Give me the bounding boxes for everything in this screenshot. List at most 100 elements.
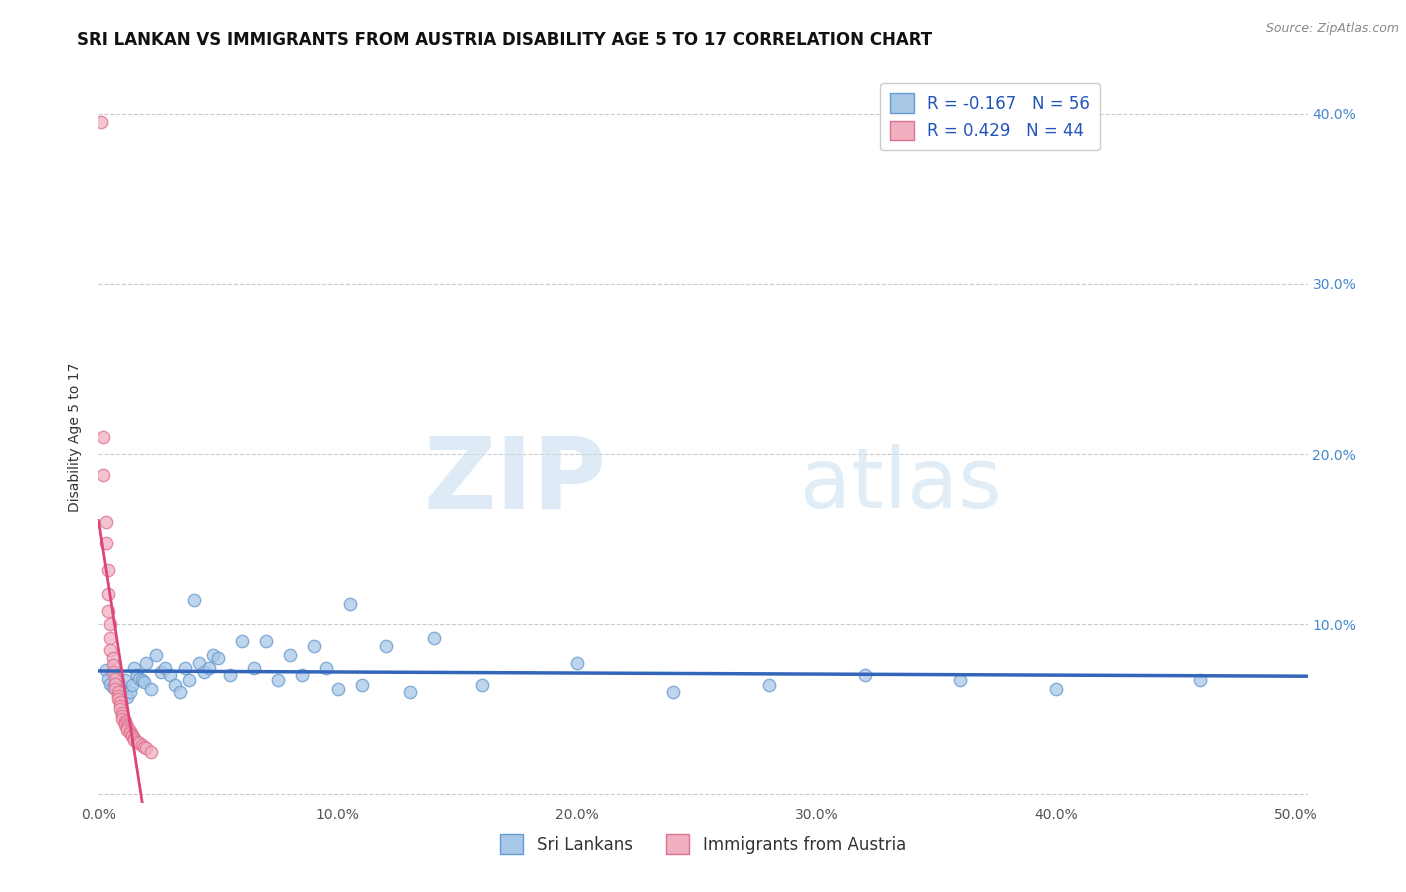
Point xyxy=(97,672,120,686)
Point xyxy=(202,648,225,662)
Point xyxy=(94,515,117,529)
Point xyxy=(183,593,205,607)
Point xyxy=(108,698,131,713)
Point xyxy=(118,685,141,699)
Point xyxy=(104,672,127,686)
Point xyxy=(101,651,124,665)
Point xyxy=(125,734,148,748)
Point xyxy=(104,668,127,682)
Point xyxy=(114,715,136,730)
Point xyxy=(91,467,114,482)
Point xyxy=(97,563,120,577)
Point xyxy=(108,695,131,709)
Point xyxy=(169,685,191,699)
Point xyxy=(124,732,146,747)
Point xyxy=(219,668,242,682)
Point xyxy=(115,723,138,737)
Point xyxy=(114,714,136,728)
Point xyxy=(179,673,201,688)
Point xyxy=(315,661,337,675)
Point xyxy=(108,702,131,716)
Point xyxy=(118,726,141,740)
Text: SRI LANKAN VS IMMIGRANTS FROM AUSTRIA DISABILITY AGE 5 TO 17 CORRELATION CHART: SRI LANKAN VS IMMIGRANTS FROM AUSTRIA DI… xyxy=(77,31,932,49)
Point xyxy=(107,689,129,703)
Point xyxy=(115,721,138,735)
Point xyxy=(101,680,124,694)
Point xyxy=(107,692,129,706)
Point xyxy=(422,631,444,645)
Point xyxy=(100,642,122,657)
Point xyxy=(101,665,124,679)
Point xyxy=(188,657,211,671)
Point xyxy=(94,535,117,549)
Point xyxy=(197,661,219,675)
Point xyxy=(121,728,143,742)
Point xyxy=(131,673,153,688)
Point xyxy=(470,678,492,692)
Point xyxy=(132,675,155,690)
Point xyxy=(231,634,253,648)
Point xyxy=(374,640,396,654)
Point xyxy=(121,678,143,692)
Point xyxy=(145,648,167,662)
Point xyxy=(97,604,120,618)
Point xyxy=(114,717,136,731)
Point xyxy=(107,675,129,690)
Point xyxy=(149,665,172,679)
Point xyxy=(124,731,146,746)
Point xyxy=(155,661,177,675)
Point xyxy=(111,706,134,720)
Point xyxy=(128,672,150,686)
Point xyxy=(132,739,155,754)
Text: ZIP: ZIP xyxy=(423,433,606,530)
Point xyxy=(111,709,134,723)
Point xyxy=(135,741,157,756)
Point xyxy=(163,678,186,692)
Point xyxy=(1188,673,1211,688)
Point xyxy=(101,658,124,673)
Point xyxy=(97,586,120,600)
Point xyxy=(207,651,229,665)
Text: Source: ZipAtlas.com: Source: ZipAtlas.com xyxy=(1265,22,1399,36)
Point xyxy=(94,663,117,677)
Point xyxy=(125,668,148,682)
Point xyxy=(291,668,314,682)
Point xyxy=(339,597,361,611)
Point xyxy=(159,668,181,682)
Point xyxy=(193,665,215,679)
Point xyxy=(949,673,972,688)
Point xyxy=(350,678,373,692)
Y-axis label: Disability Age 5 to 17: Disability Age 5 to 17 xyxy=(69,362,83,512)
Point xyxy=(173,661,195,675)
Point xyxy=(100,617,122,632)
Point xyxy=(90,115,112,129)
Point xyxy=(118,724,141,739)
Point xyxy=(91,430,114,444)
Point xyxy=(111,681,134,696)
Point xyxy=(398,685,420,699)
Point xyxy=(662,685,685,699)
Point xyxy=(111,713,134,727)
Point xyxy=(104,677,127,691)
Point xyxy=(115,690,138,705)
Point xyxy=(243,661,266,675)
Point xyxy=(139,681,162,696)
Point xyxy=(758,678,780,692)
Point xyxy=(124,661,146,675)
Point xyxy=(121,730,143,744)
Point xyxy=(128,736,150,750)
Point xyxy=(278,648,301,662)
Point xyxy=(107,685,129,699)
Point xyxy=(302,640,325,654)
Point xyxy=(100,631,122,645)
Point xyxy=(139,745,162,759)
Point xyxy=(567,657,589,671)
Point xyxy=(131,738,153,752)
Point xyxy=(1045,681,1067,696)
Point xyxy=(115,719,138,733)
Point xyxy=(853,668,876,682)
Point xyxy=(114,673,136,688)
Point xyxy=(108,685,131,699)
Point xyxy=(104,681,127,696)
Point xyxy=(135,657,157,671)
